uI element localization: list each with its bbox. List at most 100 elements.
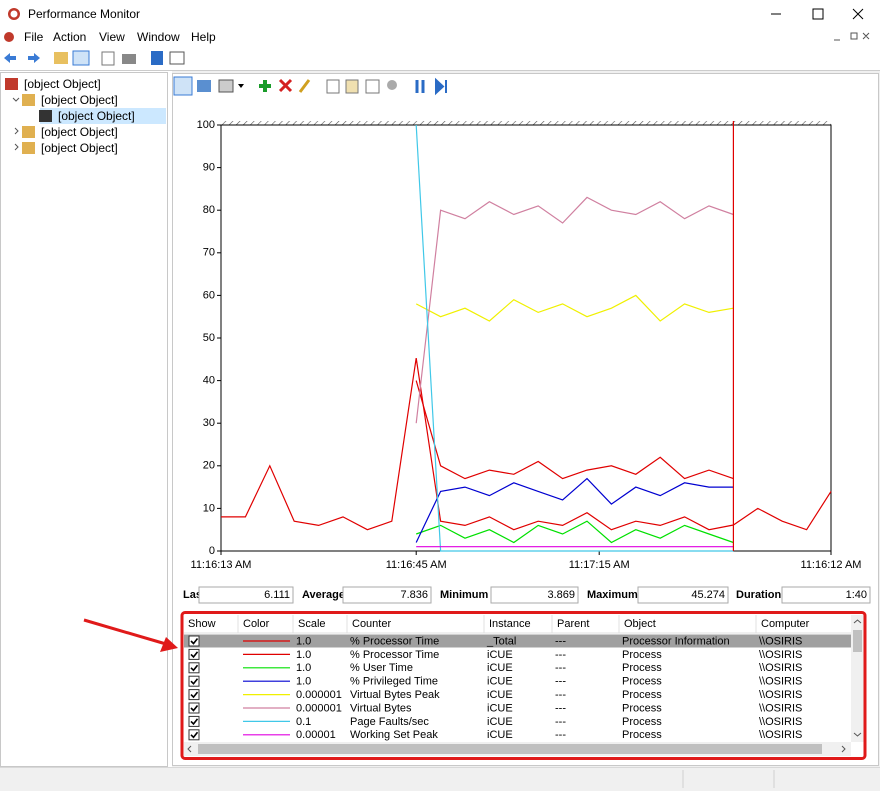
tree-node[interactable]: [object Object] — [41, 141, 118, 155]
show-hide-tree[interactable] — [72, 50, 90, 66]
zoom[interactable] — [387, 80, 397, 90]
view-graph[interactable] — [173, 76, 193, 96]
tree-node[interactable]: [object Object] — [58, 109, 135, 123]
column-header[interactable]: Counter — [352, 618, 391, 630]
column-header[interactable]: Object — [624, 618, 656, 630]
maximize-button[interactable] — [812, 8, 824, 20]
cell-computer: \\OSIRIS — [759, 649, 802, 661]
column-header[interactable]: Color — [243, 618, 270, 630]
cell-scale: 1.0 — [296, 676, 311, 688]
help-button[interactable] — [151, 51, 163, 65]
cell-scale: 1.0 — [296, 662, 311, 674]
status-bar — [0, 767, 880, 791]
window-title: Performance Monitor — [28, 7, 140, 21]
checkbox[interactable] — [188, 635, 200, 647]
cell-parent: --- — [555, 676, 566, 688]
cell-object: Process — [622, 676, 662, 688]
checkmark — [190, 651, 199, 659]
checkbox[interactable] — [188, 689, 200, 701]
menu-item[interactable]: Help — [191, 30, 216, 44]
tree-expander[interactable] — [12, 97, 20, 102]
mdi-controls[interactable] — [834, 32, 870, 41]
series-line — [416, 520, 734, 544]
doc-icon — [4, 32, 14, 42]
highlight-box — [180, 611, 867, 760]
stat-box — [781, 586, 871, 604]
back-button[interactable] — [4, 53, 16, 63]
stats-bar: Last 6.111 Average 7.836 Minimum 3.869 Maximum… — [183, 586, 871, 604]
tree-node[interactable]: [object Object] — [41, 93, 118, 107]
stat-label: Average — [302, 589, 345, 601]
paste-counters[interactable] — [345, 79, 359, 94]
series-line — [415, 477, 734, 543]
print-button[interactable] — [122, 54, 136, 64]
add-counter[interactable] — [259, 80, 271, 92]
menu-item[interactable]: File — [24, 30, 44, 44]
column-header[interactable]: Scale — [298, 618, 326, 630]
up-button[interactable] — [54, 52, 68, 64]
menu-bar — [0, 29, 880, 46]
menu-item[interactable]: Action — [53, 30, 86, 44]
column-header[interactable]: Parent — [557, 618, 589, 630]
checkbox[interactable] — [188, 715, 200, 727]
title-bar — [0, 0, 880, 29]
cell-counter: % Privileged Time — [350, 676, 438, 688]
cell-object: Process — [622, 689, 662, 701]
column-header[interactable]: Instance — [489, 618, 531, 630]
cell-object: Process — [622, 729, 662, 741]
y-tick-label: 90 — [203, 162, 215, 174]
cell-object: Process — [622, 716, 662, 728]
delete-counter[interactable] — [278, 78, 293, 93]
forward-button[interactable] — [28, 53, 40, 63]
cell-parent: --- — [555, 702, 566, 714]
menu-item[interactable]: Window — [137, 30, 180, 44]
menu-item[interactable]: View — [99, 30, 125, 44]
column-header[interactable]: Show — [188, 618, 216, 630]
checkbox[interactable] — [188, 648, 200, 660]
close-button[interactable] — [852, 8, 864, 20]
y-tick-label: 50 — [203, 332, 215, 344]
column-header[interactable]: Computer — [761, 618, 810, 630]
cell-instance: iCUE — [487, 649, 513, 661]
update-data[interactable] — [435, 77, 447, 96]
scroll-arrow[interactable] — [853, 619, 862, 737]
cell-object: Process — [622, 702, 662, 714]
tree-icon — [22, 126, 35, 138]
highlight[interactable] — [298, 79, 311, 93]
scroll-arrow[interactable] — [187, 745, 846, 753]
x-tick-label: 11:16:13 AM — [191, 559, 252, 571]
copy-properties[interactable] — [326, 79, 340, 94]
properties[interactable] — [365, 79, 380, 94]
h-scroll-thumb[interactable] — [198, 744, 822, 754]
cell-scale: 0.00001 — [296, 729, 336, 741]
tree-expander[interactable] — [14, 143, 19, 151]
view-button[interactable] — [169, 51, 185, 65]
x-tick-label: 11:16:12 AM — [801, 559, 862, 571]
checkbox[interactable] — [188, 675, 200, 687]
properties-button[interactable] — [101, 51, 115, 66]
checkbox[interactable] — [188, 662, 200, 674]
freeze-display[interactable] — [415, 80, 425, 93]
cell-computer: \\OSIRIS — [759, 689, 802, 701]
tree-node[interactable]: [object Object] — [24, 77, 101, 91]
y-tick-label: 0 — [209, 545, 215, 557]
view-data[interactable] — [197, 80, 211, 92]
tree-selection — [40, 108, 166, 124]
x-tick-label: 11:17:15 AM — [569, 559, 630, 571]
cell-parent: --- — [555, 729, 566, 741]
stat-label: Minimum — [440, 589, 488, 601]
cell-counter: % Processor Time — [350, 635, 439, 647]
tree-icon — [5, 78, 18, 90]
tree-node[interactable]: [object Object] — [41, 125, 118, 139]
v-scroll-thumb[interactable] — [853, 630, 862, 652]
checkbox[interactable] — [188, 702, 200, 714]
change-graph-type[interactable] — [218, 79, 234, 93]
stat-box — [342, 586, 432, 604]
cell-instance: iCUE — [487, 662, 513, 674]
checkbox[interactable] — [188, 729, 200, 741]
cell-scale: 1.0 — [296, 635, 311, 647]
cell-computer: \\OSIRIS — [759, 716, 802, 728]
tree-expander[interactable] — [14, 127, 19, 135]
